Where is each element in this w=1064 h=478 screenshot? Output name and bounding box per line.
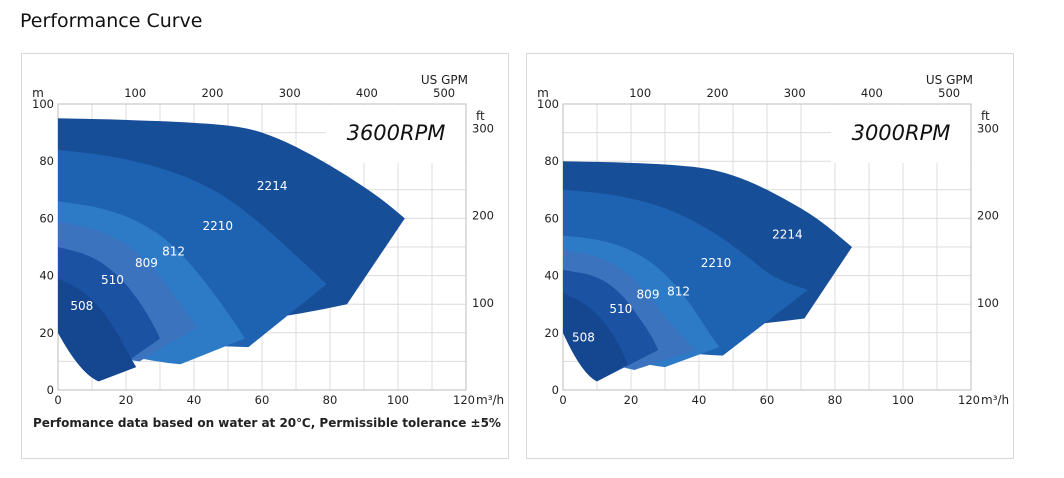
pump-region-508 xyxy=(563,292,628,382)
x2-tick-label: 500 xyxy=(433,86,455,100)
y-axis-unit: m xyxy=(32,86,44,100)
x-tick-label: 60 xyxy=(760,393,775,407)
y-tick-label: 0 xyxy=(552,383,559,397)
x-tick-label: 20 xyxy=(119,393,134,407)
x2-tick-label: 400 xyxy=(356,86,378,100)
y-tick-label: 80 xyxy=(544,154,559,168)
plot-bottom-mask xyxy=(22,391,508,414)
y2-tick-label: 200 xyxy=(977,209,999,223)
y-axis-unit: m xyxy=(537,86,549,100)
series-label-812: 812 xyxy=(162,245,185,259)
x2-tick-label: 100 xyxy=(629,86,651,100)
x-tick-label: 100 xyxy=(892,393,914,407)
y2-tick-label: 300 xyxy=(977,121,999,135)
series-label-510: 510 xyxy=(101,273,124,287)
series-label-809: 809 xyxy=(637,287,660,301)
chart-panel-3600rpm: 2214 2210 812 809 510 508 3600RPM 0 20 40 60 80 100 1… xyxy=(21,53,509,459)
rpm-label-box xyxy=(326,105,465,163)
y-tick-label: 40 xyxy=(39,269,54,283)
x-axis-unit: m³/h xyxy=(476,393,504,407)
x-tick-label: 100 xyxy=(387,393,409,407)
series-label-2214: 2214 xyxy=(257,179,288,193)
x2-tick-label: 400 xyxy=(861,86,883,100)
series-label-2210: 2210 xyxy=(203,219,234,233)
x-tick-label: 120 xyxy=(453,393,475,407)
series-label-508: 508 xyxy=(572,330,595,344)
pump-region-508 xyxy=(58,278,137,382)
x-tick-label: 0 xyxy=(559,393,566,407)
x2-axis-unit: US GPM xyxy=(926,73,973,87)
y-tick-label: 20 xyxy=(39,326,54,340)
x2-tick-label: 200 xyxy=(201,86,223,100)
x2-tick-label: 100 xyxy=(124,86,146,100)
y2-tick-label: 300 xyxy=(472,121,494,135)
x2-tick-label: 200 xyxy=(706,86,728,100)
x2-tick-label: 300 xyxy=(784,86,806,100)
x-tick-label: 80 xyxy=(828,393,843,407)
x2-axis-unit: US GPM xyxy=(421,73,468,87)
rpm-label: 3600RPM xyxy=(347,121,446,145)
y2-tick-label: 200 xyxy=(472,209,494,223)
plot-left-mask xyxy=(22,104,57,390)
x-tick-label: 40 xyxy=(187,393,202,407)
series-label-2214: 2214 xyxy=(772,227,803,241)
y2-axis-unit: ft xyxy=(476,109,485,123)
series-label-809: 809 xyxy=(135,256,158,270)
x-tick-label: 20 xyxy=(624,393,639,407)
x-tick-label: 80 xyxy=(323,393,338,407)
x2-tick-label: 300 xyxy=(279,86,301,100)
plot-bottom-mask xyxy=(527,391,1013,414)
x-axis-unit: m³/h xyxy=(981,393,1009,407)
series-label-812: 812 xyxy=(667,285,690,299)
x2-tick-label: 500 xyxy=(938,86,960,100)
y-tick-label: 80 xyxy=(39,154,54,168)
y2-axis-unit: ft xyxy=(981,109,990,123)
page-title: Performance Curve xyxy=(20,10,203,32)
chart-panel-3000rpm: 2214 2210 812 809 510 508 3000RPM 0 20 40 60 80 100 1… xyxy=(526,53,1014,459)
x-tick-label: 120 xyxy=(958,393,980,407)
x-tick-label: 40 xyxy=(692,393,707,407)
plot-left-mask xyxy=(527,104,562,390)
y-tick-label: 60 xyxy=(39,211,54,225)
rpm-label-box xyxy=(831,105,970,163)
y-tick-label: 100 xyxy=(537,97,559,111)
performance-chart-3000rpm: 2214 2210 812 809 510 508 3000RPM 0 20 40 60 80 100 1… xyxy=(527,73,1013,414)
series-label-2210: 2210 xyxy=(701,256,732,270)
series-label-510: 510 xyxy=(609,302,632,316)
series-label-508: 508 xyxy=(70,299,93,313)
rpm-label: 3000RPM xyxy=(852,121,951,145)
x-tick-label: 0 xyxy=(54,393,61,407)
y2-tick-label: 100 xyxy=(977,296,999,310)
x-tick-label: 60 xyxy=(255,393,270,407)
y2-tick-label: 100 xyxy=(472,296,494,310)
y-tick-label: 100 xyxy=(32,97,54,111)
y-tick-label: 20 xyxy=(544,326,559,340)
tolerance-note: Perfomance data based on water at 20℃, P… xyxy=(33,416,501,430)
performance-chart-3600rpm: 2214 2210 812 809 510 508 3600RPM 0 20 40 60 80 100 1… xyxy=(22,73,508,414)
y-tick-label: 0 xyxy=(47,383,54,397)
y-tick-label: 40 xyxy=(544,269,559,283)
y-tick-label: 60 xyxy=(544,211,559,225)
